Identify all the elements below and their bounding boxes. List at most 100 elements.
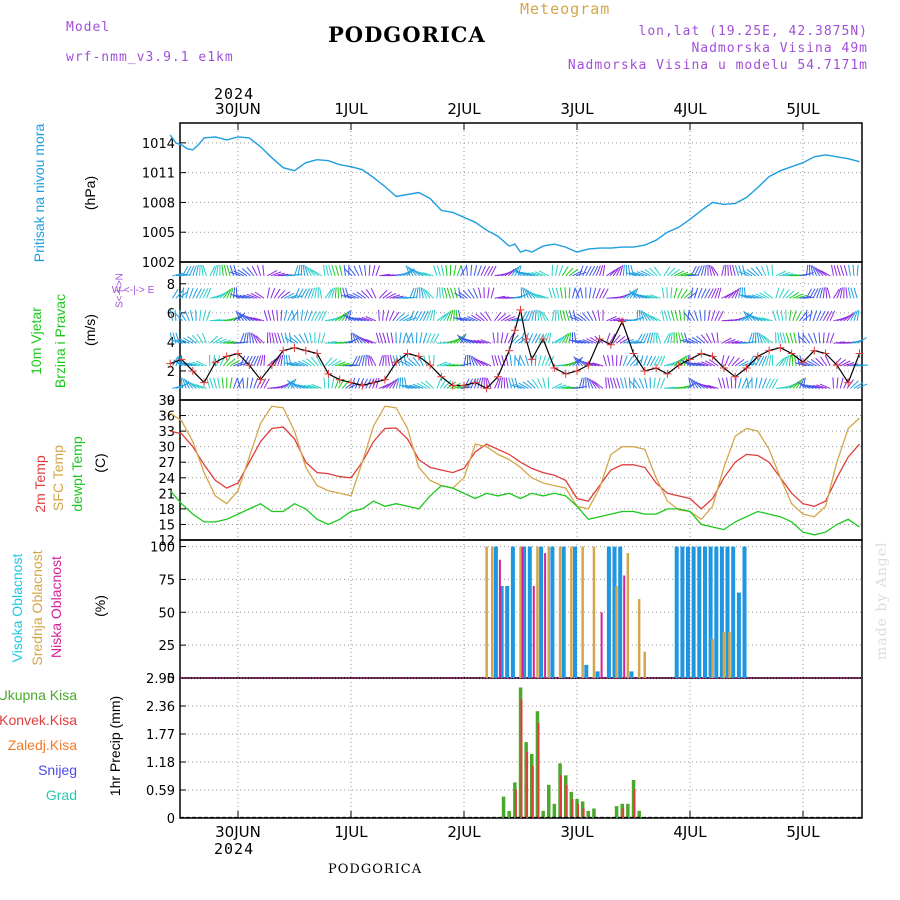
wind-arrow <box>646 294 658 299</box>
wind-arrow <box>411 332 414 344</box>
wind-speed-point <box>731 372 740 381</box>
wind-arrow <box>602 264 606 276</box>
lonlat-label: lon,lat (19.25E, 42.3875N) <box>638 24 868 39</box>
wind-arrow <box>423 288 431 299</box>
wind-arrow <box>789 381 799 389</box>
wind-arrow <box>392 295 404 299</box>
wind-arrow <box>242 377 245 389</box>
wind-arrow <box>342 313 353 322</box>
wind-arrow <box>572 314 583 322</box>
wind-arrow <box>738 271 749 277</box>
wind-arrow <box>683 312 692 322</box>
wind-arrow <box>626 356 633 367</box>
wind-arrow <box>183 337 194 344</box>
wind-arrow <box>677 288 683 299</box>
wind-arrow <box>508 377 512 389</box>
wind-arrow <box>806 360 817 367</box>
wind-arrow <box>343 268 353 277</box>
wind-arrow <box>782 355 788 367</box>
panel-frame <box>179 399 863 541</box>
wind-arrow <box>796 294 807 299</box>
wind-arrow <box>500 332 504 344</box>
wind-speed-point <box>618 317 627 326</box>
wind-arrow <box>250 332 255 344</box>
wind-arrow <box>446 287 451 299</box>
wind-arrow <box>212 354 216 366</box>
wind-speed-point <box>290 343 299 352</box>
wind-arrow <box>305 265 312 277</box>
x-tick-label-top: 4JUL <box>673 100 707 118</box>
wind-speed-point <box>188 366 197 375</box>
wind-arrow <box>189 382 200 389</box>
wind-arrow <box>367 354 370 366</box>
wind-arrow <box>799 362 810 367</box>
wind-arrow <box>680 339 692 344</box>
cloud-bar <box>544 553 547 678</box>
wind-arrow <box>655 332 658 344</box>
wind-arrow <box>311 383 322 389</box>
wind-arrow <box>551 337 562 344</box>
wind-arrow <box>578 377 583 389</box>
wind-arrow <box>724 339 736 344</box>
wind-arrow <box>365 289 373 299</box>
wind-arrow <box>416 310 423 322</box>
wind-arrow <box>592 362 604 367</box>
wind-arrow <box>422 272 434 277</box>
wind-arrow <box>656 355 663 367</box>
wind-arrow <box>768 354 772 366</box>
y-tick-label: 36 <box>158 410 175 425</box>
wind-arrow <box>192 383 204 389</box>
wind-arrow <box>649 332 654 344</box>
wind-arrow <box>195 288 202 299</box>
wind-speed-point <box>844 378 853 387</box>
wind-arrow <box>388 379 397 389</box>
wind-arrow <box>521 332 525 344</box>
wind-arrow <box>351 317 363 322</box>
wind-arrow <box>694 265 700 277</box>
wind-arrow <box>711 332 716 344</box>
y-tick-label: 0 <box>167 812 175 827</box>
wind-arrow <box>847 363 858 367</box>
wind-arrow <box>409 310 415 321</box>
wind-speed-point <box>640 366 649 375</box>
wind-arrow <box>436 265 441 276</box>
wind-arrow <box>387 354 390 366</box>
wind-arrow <box>484 311 492 322</box>
wind-speed-point <box>595 334 604 343</box>
wind-arrow <box>480 265 487 277</box>
wind-arrow <box>789 291 799 299</box>
wind-arrow <box>494 311 502 322</box>
wind-arrow <box>239 355 246 367</box>
wind-speed-point <box>505 346 514 355</box>
wind-arrow <box>812 310 818 321</box>
wind-arrow <box>565 310 570 321</box>
wind-arrow <box>809 309 813 321</box>
wind-arrow <box>338 362 350 367</box>
wind-arrow <box>269 332 272 344</box>
wind-arrow <box>673 270 685 277</box>
wind-arrow <box>339 287 343 299</box>
wind-arrow <box>840 265 845 276</box>
wind-arrow <box>710 265 716 276</box>
wind-arrow <box>775 287 780 299</box>
wind-arrow <box>237 311 245 322</box>
wind-arrow <box>504 332 509 344</box>
wind-arrow <box>612 377 617 389</box>
wind-arrow <box>311 310 317 322</box>
wind-arrow <box>217 377 221 389</box>
wind-arrow <box>602 288 609 299</box>
wind-arrow <box>588 362 600 367</box>
wind-arrow <box>537 378 543 389</box>
wind-arrow <box>172 272 184 277</box>
wind-arrow <box>518 319 530 322</box>
wind-arrow <box>249 355 256 367</box>
wind-arrow <box>597 309 601 321</box>
wind-arrow <box>538 310 543 321</box>
wind-arrow <box>650 315 661 322</box>
wind-arrow <box>607 355 611 366</box>
wind-arrow <box>789 332 794 344</box>
wind-arrow <box>273 356 280 367</box>
wind-arrow <box>209 335 219 344</box>
wind-arrow <box>241 268 251 277</box>
wind-arrow <box>466 264 468 276</box>
